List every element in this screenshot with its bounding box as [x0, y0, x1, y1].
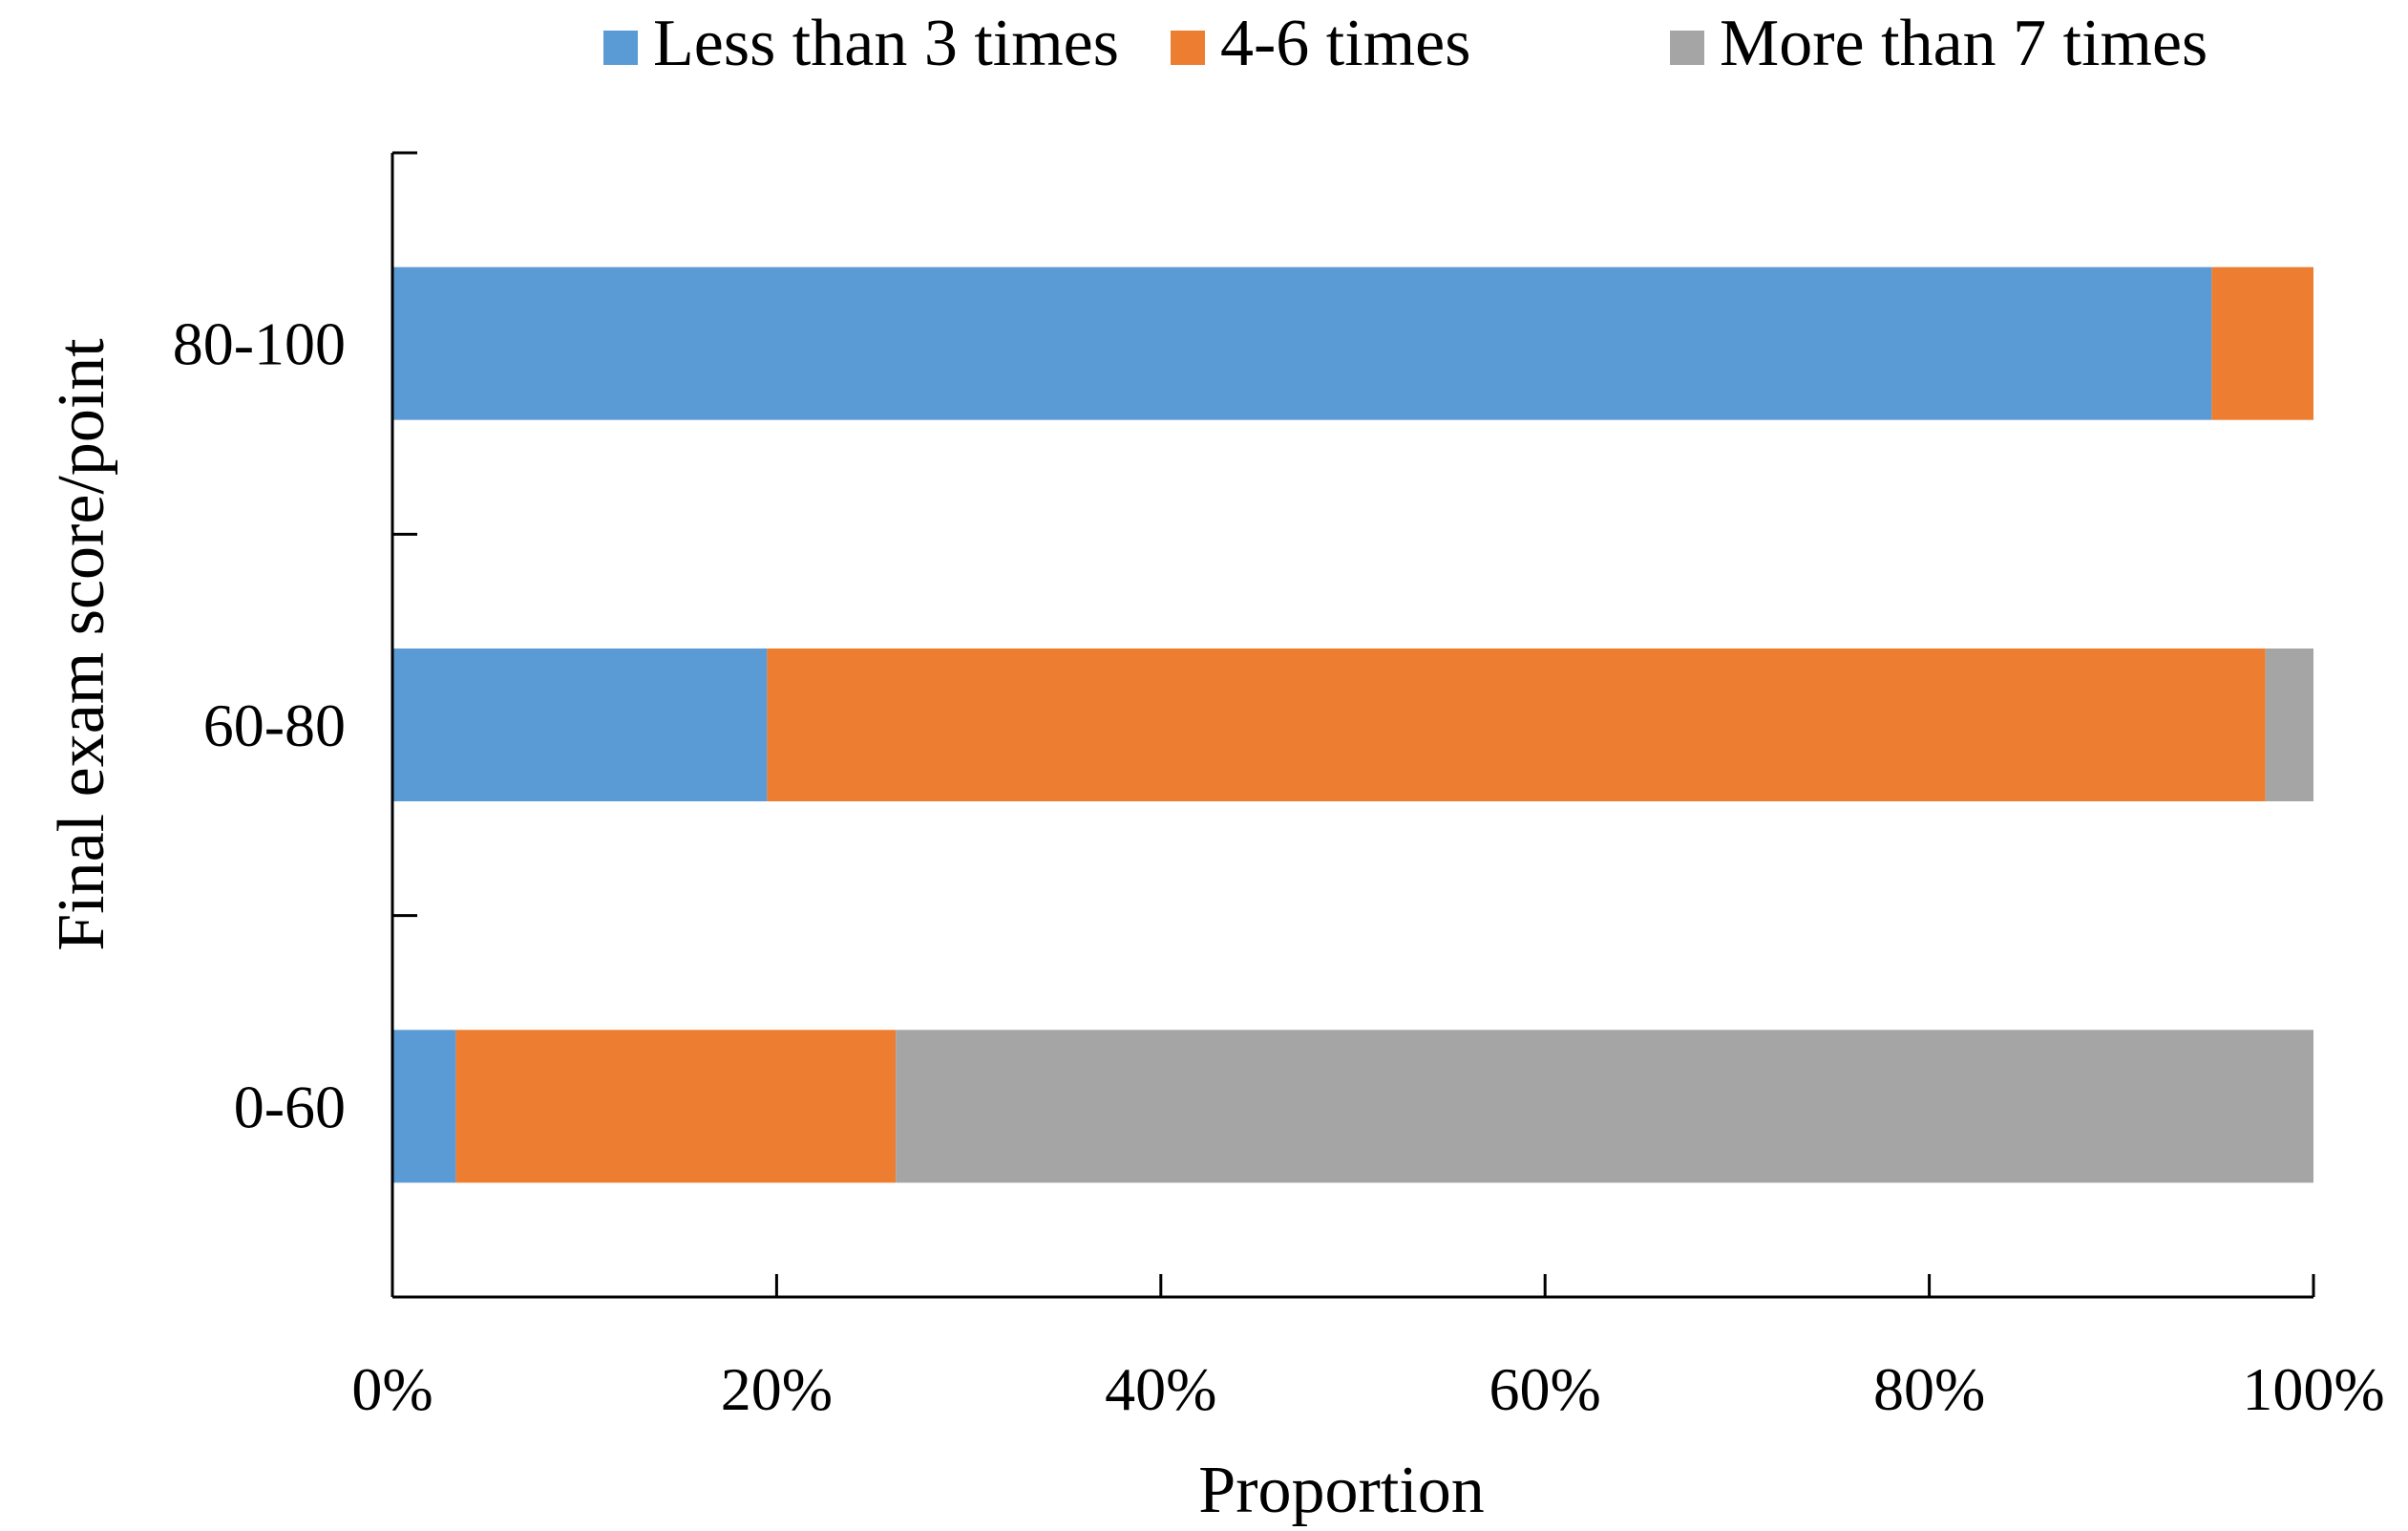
x-tick-label: 20%	[721, 1355, 833, 1423]
x-tick-label: 40%	[1105, 1355, 1216, 1423]
y-category-label: 60-80	[203, 691, 346, 759]
x-tick-label: 60%	[1489, 1355, 1601, 1423]
bars	[392, 266, 2313, 1183]
legend: Less than 3 times 4-6 times More than 7 ti…	[603, 7, 2207, 80]
y-category-label: 0-60	[234, 1073, 346, 1140]
x-axis-label: Proportion	[1198, 1454, 1484, 1527]
bar-0-60-series-1	[455, 1030, 897, 1183]
legend-swatch	[1171, 31, 1205, 65]
y-axis-categories: 80-100 60-80 0-60	[173, 310, 346, 1141]
y-category-label: 80-100	[173, 310, 346, 378]
bar-80-100-series-0	[392, 266, 2212, 420]
legend-label: Less than 3 times	[653, 7, 1119, 80]
bar-60-80-series-2	[2265, 649, 2313, 801]
bar-80-100-series-1	[2211, 266, 2313, 420]
x-tick-label: 0%	[351, 1355, 433, 1423]
legend-swatch	[603, 31, 638, 65]
bar-60-80-series-0	[392, 649, 768, 801]
axes	[391, 151, 2315, 1299]
x-tick-label: 100%	[2242, 1355, 2384, 1423]
bar-60-80-series-1	[767, 649, 2266, 801]
x-axis-ticks: 0% 20% 40% 60% 80% 100%	[351, 1355, 2384, 1423]
x-tick-label: 80%	[1873, 1355, 1985, 1423]
legend-label: More than 7 times	[1720, 7, 2207, 80]
legend-label: 4-6 times	[1220, 7, 1470, 80]
bar-0-60-series-0	[392, 1030, 456, 1183]
bar-0-60-series-2	[896, 1030, 2313, 1183]
legend-swatch	[1670, 31, 1704, 65]
y-axis-label: Final exam score/point	[45, 338, 118, 951]
